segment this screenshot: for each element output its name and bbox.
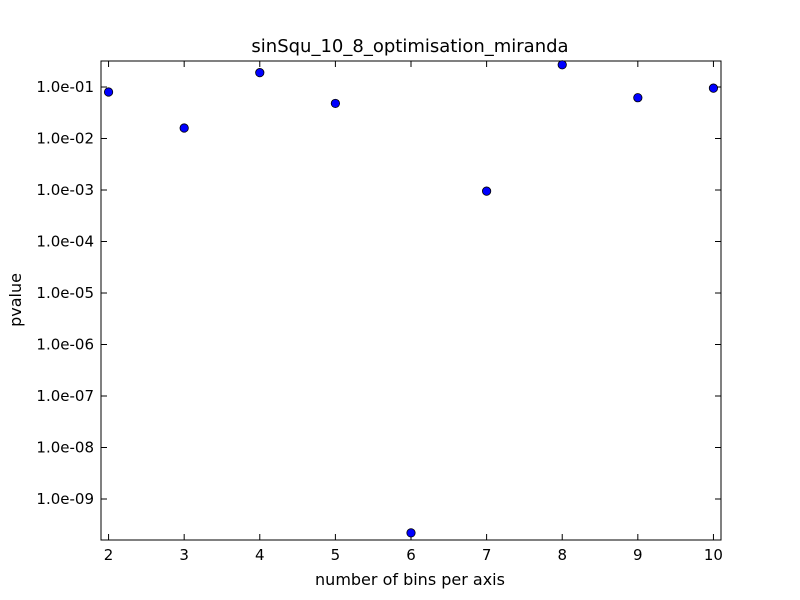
chart-title: sinSqu_10_8_optimisation_miranda bbox=[251, 36, 568, 57]
y-tick-label: 1.0e-09 bbox=[36, 490, 94, 508]
y-tick-label: 1.0e-04 bbox=[36, 233, 94, 251]
data-points bbox=[103, 60, 719, 538]
x-axis-label: number of bins per axis bbox=[315, 570, 505, 589]
y-tick-label: 1.0e-03 bbox=[36, 181, 94, 199]
y-axis-ticks: 1.0e-09 1.0e-08 1.0e-07 1.0e-06 1.0e-05 1.0e-… bbox=[36, 78, 721, 508]
x-tick-label: 5 bbox=[331, 546, 341, 564]
data-point bbox=[406, 528, 416, 538]
y-axis-label: pvalue bbox=[6, 273, 25, 327]
y-tick-label: 1.0e-07 bbox=[36, 387, 94, 405]
data-point bbox=[708, 83, 719, 93]
x-tick-label: 10 bbox=[704, 546, 723, 564]
x-tick-label: 8 bbox=[557, 546, 567, 564]
x-tick-label: 9 bbox=[633, 546, 643, 564]
y-tick-label: 1.0e-02 bbox=[36, 130, 94, 148]
data-point bbox=[557, 60, 567, 70]
x-tick-label: 4 bbox=[255, 546, 265, 564]
x-tick-label: 7 bbox=[482, 546, 492, 564]
y-tick-label: 1.0e-01 bbox=[36, 78, 94, 96]
data-point bbox=[633, 93, 643, 103]
x-tick-label: 6 bbox=[406, 546, 416, 564]
data-point bbox=[103, 87, 114, 97]
x-tick-label: 2 bbox=[104, 546, 114, 564]
y-tick-label: 1.0e-06 bbox=[36, 336, 94, 354]
y-tick-label: 1.0e-08 bbox=[36, 439, 94, 457]
plot-area bbox=[100, 60, 722, 541]
y-tick-label: 1.0e-05 bbox=[36, 284, 94, 302]
data-point bbox=[482, 186, 492, 196]
x-axis-ticks: 2 3 4 5 6 7 8 9 10 bbox=[104, 61, 723, 564]
data-point bbox=[330, 98, 340, 109]
data-point bbox=[179, 123, 189, 133]
data-point bbox=[255, 68, 265, 78]
x-tick-label: 3 bbox=[179, 546, 189, 564]
